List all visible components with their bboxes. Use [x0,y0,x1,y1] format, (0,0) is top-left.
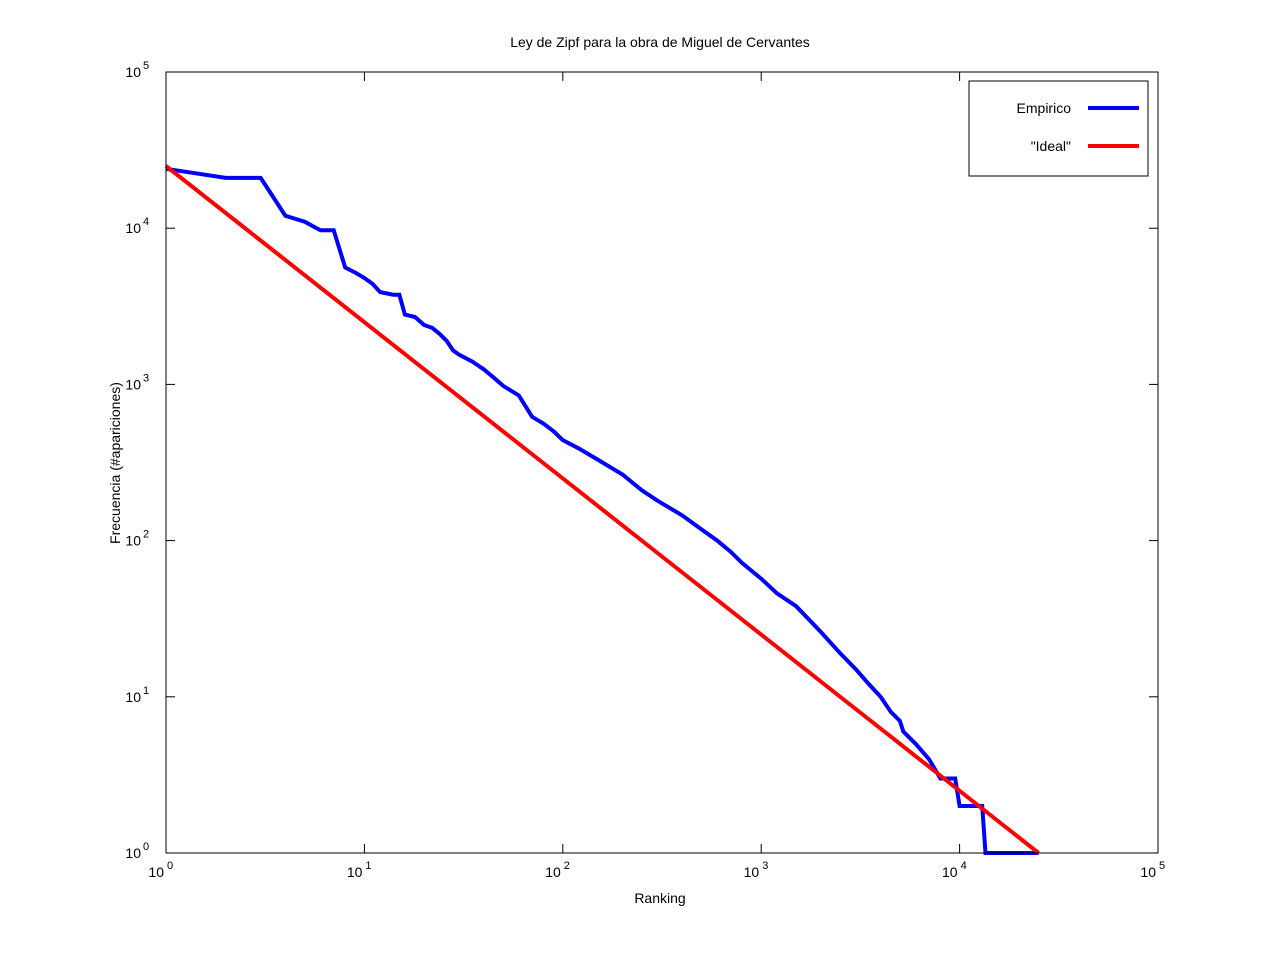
x-tick-labels: 10 0 10 1 10 2 10 3 10 4 10 5 [148,860,1165,880]
chart-title: Ley de Zipf para la obra de Miguel de Ce… [510,34,810,50]
y-tick-label: 10 5 [125,60,149,80]
x-tick-base: 10 [942,864,958,880]
y-tick-base: 10 [125,376,141,392]
x-axis-label: Ranking [634,890,685,906]
x-tick-label: 10 0 [148,860,173,880]
y-tick-label: 10 3 [125,372,149,392]
x-tick-exponent: 5 [1159,860,1165,872]
legend-label: "Ideal" [1031,138,1071,154]
y-tick-label: 10 1 [125,685,149,705]
tick-marks [165,71,1159,854]
plot-frame [165,71,1159,854]
y-tick-exponent: 0 [143,841,149,853]
y-tick-base: 10 [125,845,141,861]
x-tick-base: 10 [744,864,760,880]
y-tick-label: 10 2 [125,529,149,549]
y-tick-exponent: 3 [143,372,149,384]
y-tick-exponent: 5 [143,60,149,72]
y-tick-label: 10 0 [125,841,149,861]
x-tick-base: 10 [347,864,363,880]
y-tick-exponent: 4 [143,216,149,228]
x-tick-label: 10 5 [1140,860,1165,880]
x-tick-base: 10 [1140,864,1156,880]
y-tick-base: 10 [125,220,141,236]
x-tick-label: 10 3 [744,860,769,880]
x-tick-label: 10 1 [347,860,372,880]
y-tick-exponent: 2 [143,529,149,541]
series-line-ideal [164,164,1040,855]
y-tick-base: 10 [125,533,141,549]
series-layer [164,164,1040,855]
y-tick-exponent: 1 [143,685,149,697]
x-tick-label: 10 4 [942,860,967,880]
legend-label: Empirico [1017,100,1072,116]
x-tick-exponent: 4 [961,860,967,872]
series-line-empirico [165,166,1039,855]
x-tick-exponent: 2 [564,860,570,872]
legend: Empirico "Ideal" [968,80,1149,177]
legend-box [968,80,1149,177]
x-tick-base: 10 [545,864,561,880]
x-tick-exponent: 3 [762,860,768,872]
y-tick-label: 10 4 [125,216,149,236]
y-tick-base: 10 [125,64,141,80]
x-tick-label: 10 2 [545,860,570,880]
x-tick-exponent: 1 [365,860,371,872]
y-axis-label: Frecuencia (#apariciones) [107,382,123,544]
y-tick-base: 10 [125,689,141,705]
x-tick-exponent: 0 [167,860,173,872]
x-tick-base: 10 [148,864,164,880]
